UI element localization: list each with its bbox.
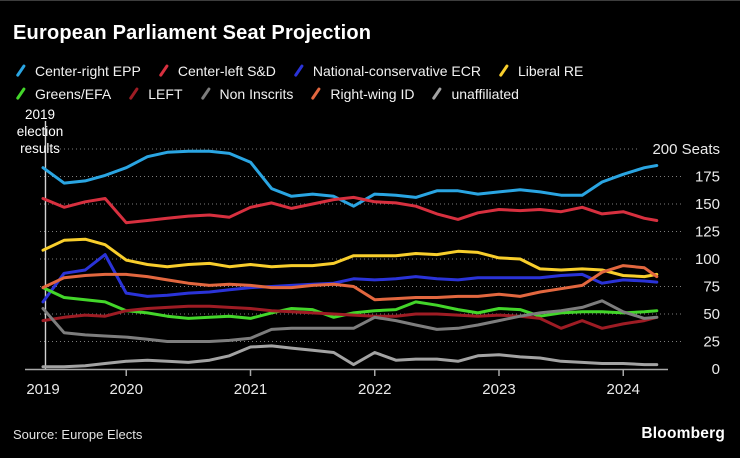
x-axis-label-2019: 2019 xyxy=(26,381,59,398)
series-line-greens-efa xyxy=(41,286,659,320)
legend-label: Center-left S&D xyxy=(177,62,276,79)
series-line-national-conservative-ecr xyxy=(41,253,659,304)
legend-label: Center-right EPP xyxy=(35,62,141,79)
series-line-center-left-s-d xyxy=(41,195,659,225)
series-line-unaffiliated xyxy=(41,344,659,369)
legend-label: Right-wing ID xyxy=(330,85,415,102)
series-line-center-right-epp xyxy=(41,149,659,208)
series-line-liberal-re xyxy=(41,237,659,279)
legend-item-greens-efa: Greens/EFA xyxy=(14,86,111,102)
y-axis-label-150: 150 xyxy=(695,196,720,213)
legend-item-unaffiliated: unaffiliated xyxy=(430,85,519,102)
y-axis-label-75: 75 xyxy=(703,279,720,296)
y-axis-label-0: 0 xyxy=(712,361,720,378)
legend-item-left: LEFT xyxy=(127,85,183,102)
bloomberg-logo: Bloomberg xyxy=(641,425,725,442)
legend-item-right-wing-id: Right-wing ID xyxy=(309,86,414,102)
legend-label: National-conservative ECR xyxy=(312,62,481,79)
legend-item-non-inscrits: Non Inscrits xyxy=(199,85,294,102)
source-credit: Source: Europe Elects xyxy=(13,427,143,442)
page-title: European Parliament Seat Projection xyxy=(13,22,372,44)
chart-legend: Center-right EPP Center-left S&D National-… xyxy=(14,60,583,104)
y-axis-label-200: 200 Seats xyxy=(652,141,720,158)
legend-row-2: Greens/EFA LEFT Non Inscrits Right-wing ID u… xyxy=(14,83,583,104)
legend-label: unaffiliated xyxy=(451,85,519,102)
legend-label: Non Inscrits xyxy=(219,85,294,102)
x-axis-label-2020: 2020 xyxy=(110,381,143,398)
election-results-annotation: 2019 election results xyxy=(8,106,72,157)
y-axis-label-25: 25 xyxy=(703,334,720,351)
series-line-non-inscrits xyxy=(41,299,659,343)
legend-item-center-right-epp: Center-right EPP xyxy=(14,63,141,79)
legend-label: LEFT xyxy=(148,85,183,102)
annotation-line: election xyxy=(16,124,64,139)
legend-item-center-left-s-d: Center-left S&D xyxy=(157,63,276,79)
y-axis-label-125: 125 xyxy=(695,224,720,241)
y-axis-label-175: 175 xyxy=(695,169,720,186)
series-line-left xyxy=(41,304,659,330)
x-axis-label-2023: 2023 xyxy=(482,381,515,398)
x-axis-label-2021: 2021 xyxy=(234,381,267,398)
x-axis-label-2022: 2022 xyxy=(358,381,391,398)
legend-item-national-conservative-ecr: National-conservative ECR xyxy=(292,63,481,79)
legend-label: Greens/EFA xyxy=(35,85,112,102)
x-axis-label-2024: 2024 xyxy=(607,381,640,398)
annotation-line: 2019 xyxy=(24,107,56,122)
legend-label: Liberal RE xyxy=(517,62,584,79)
top-divider xyxy=(0,0,740,1)
series-line-right-wing-id xyxy=(41,264,659,302)
y-axis-label-100: 100 xyxy=(695,251,720,268)
annotation-line: results xyxy=(20,141,60,156)
legend-row-1: Center-right EPP Center-left S&D National-… xyxy=(14,60,583,81)
y-axis-label-50: 50 xyxy=(703,306,720,323)
legend-item-liberal-re: Liberal RE xyxy=(497,63,583,79)
